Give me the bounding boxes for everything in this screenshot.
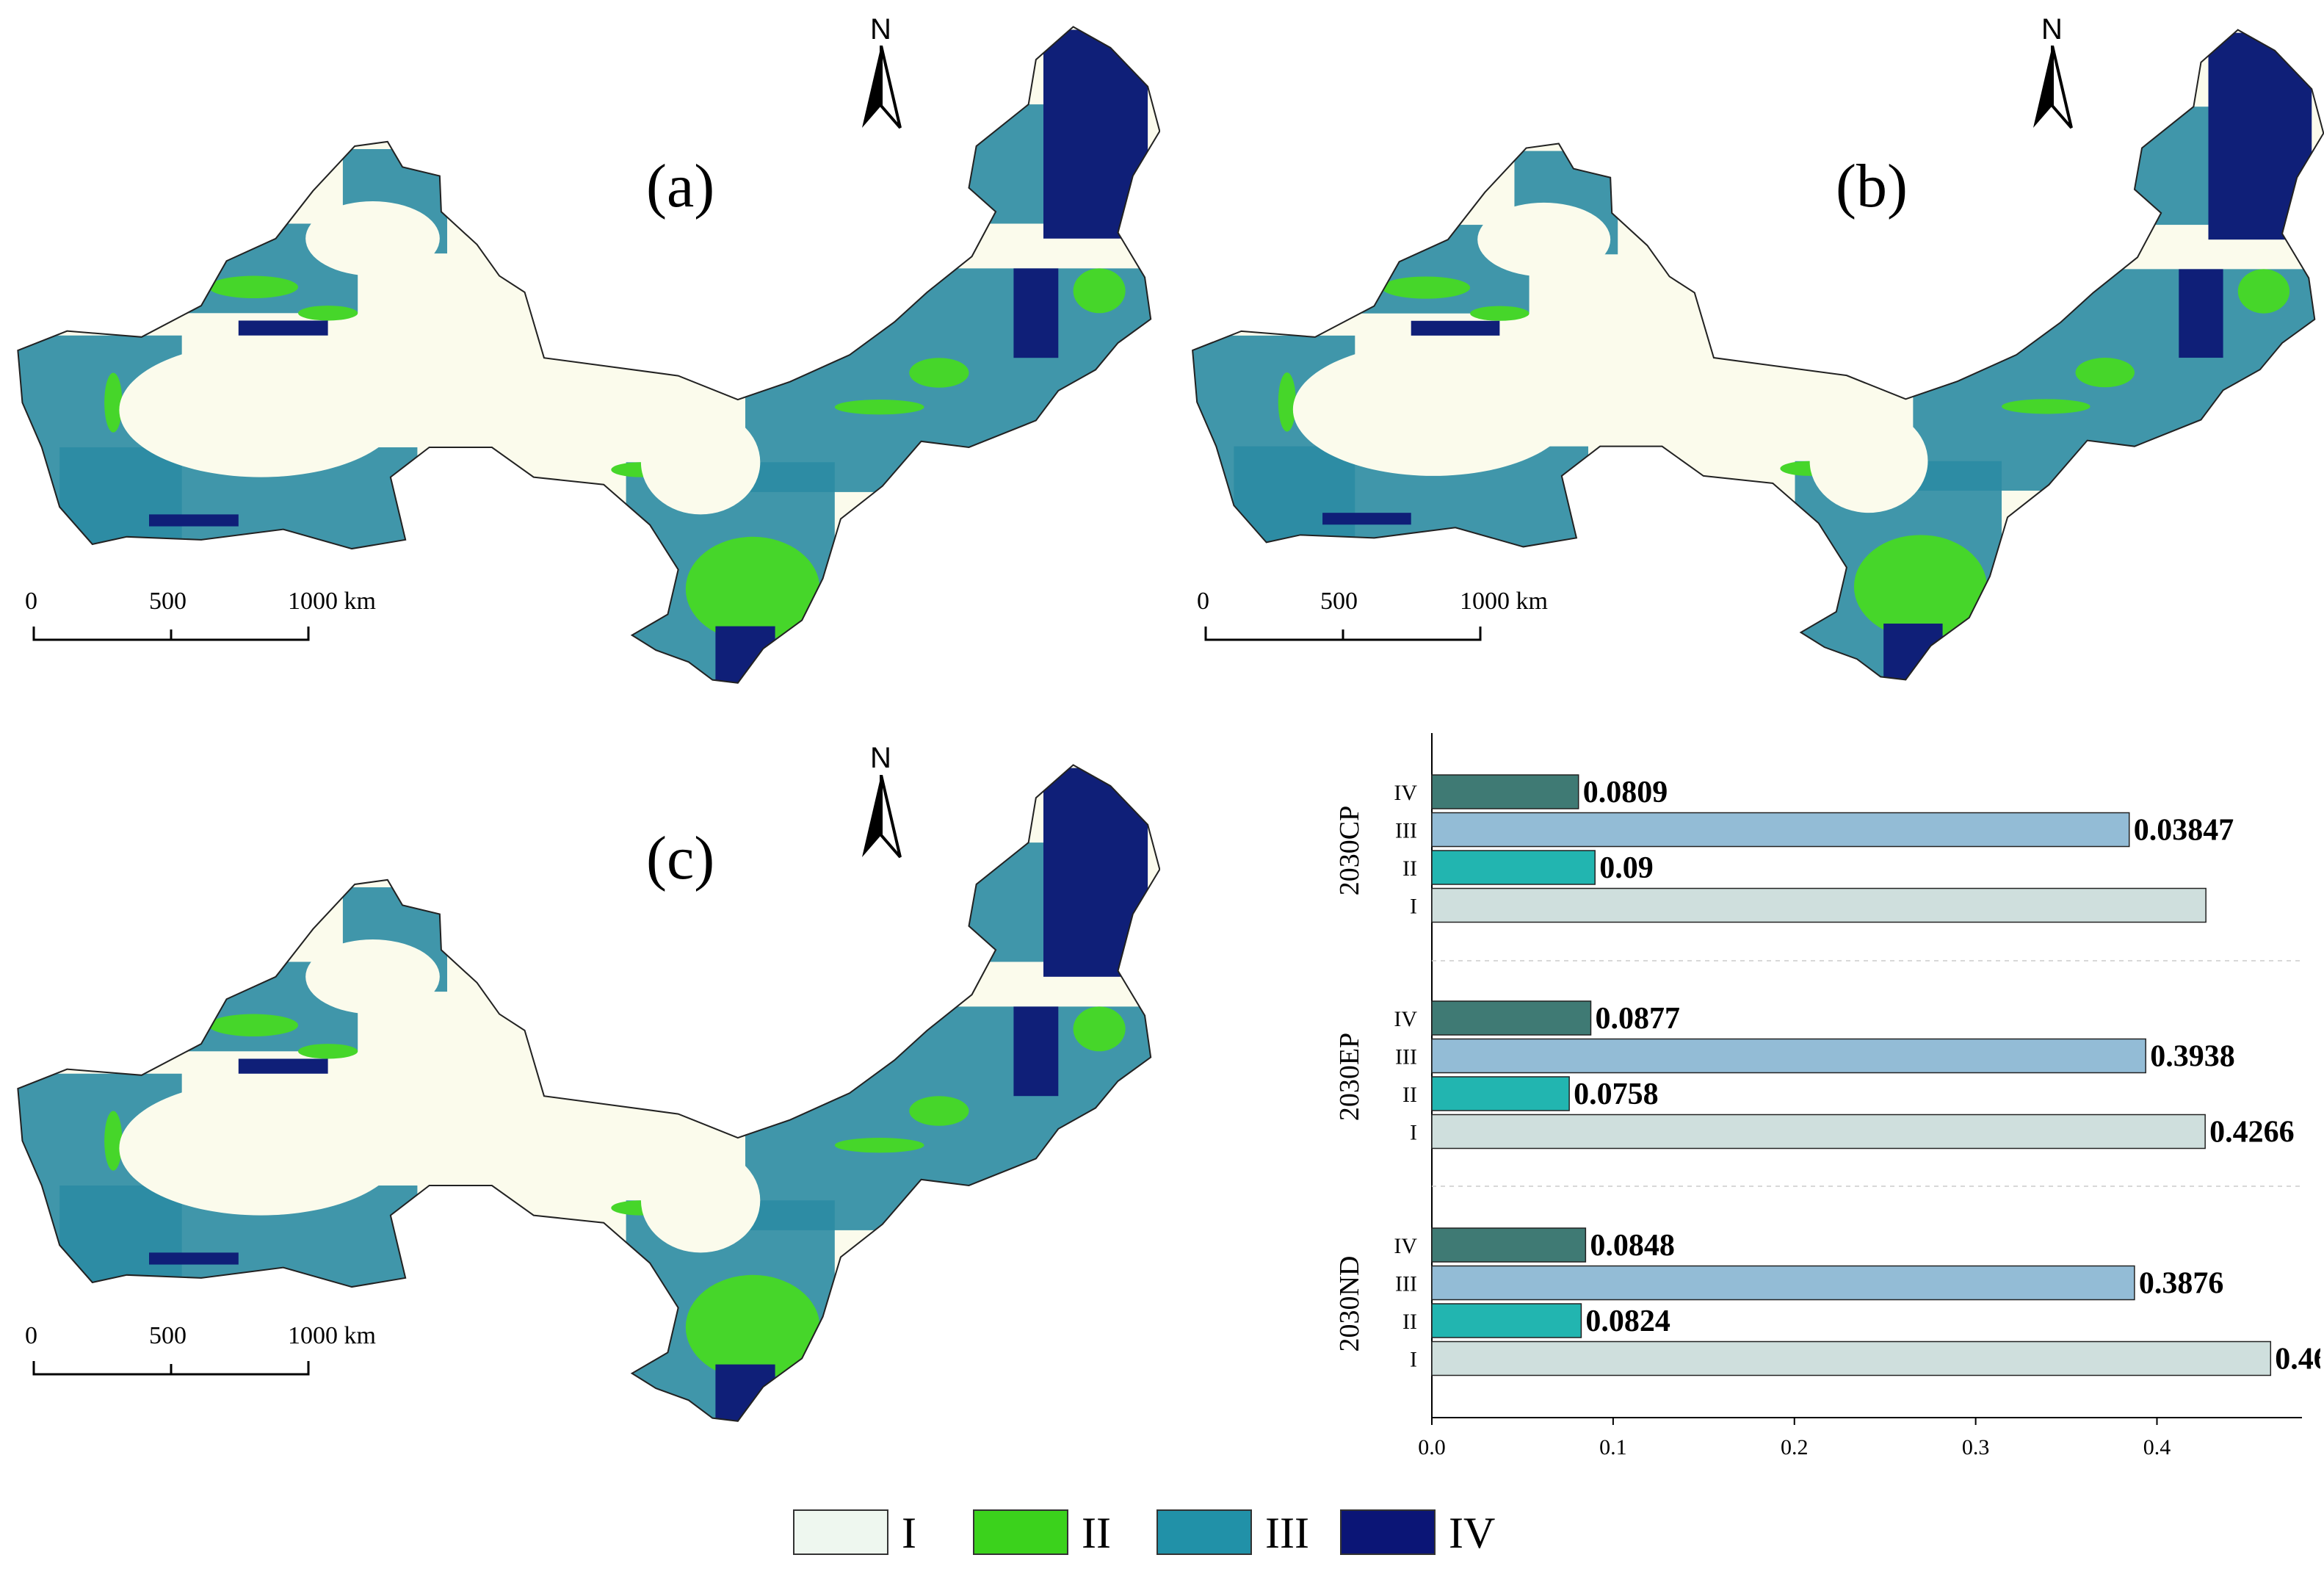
x-tick-label: 0.2: [1781, 1435, 1809, 1459]
bar: [1431, 1265, 2135, 1301]
legend: I II III IV: [793, 1506, 1527, 1565]
bar: [1431, 1000, 1592, 1036]
bar: [1431, 774, 1579, 809]
scale-tick-0: 0: [25, 1322, 37, 1349]
north-label: N: [870, 742, 891, 774]
category-label: II: [1402, 1083, 1417, 1107]
category-label: IV: [1394, 1234, 1417, 1258]
region-map-a: [17, 26, 1160, 684]
legend-label-i: I: [902, 1509, 916, 1557]
x-tick-label: 0.3: [1962, 1435, 1990, 1459]
category-label: II: [1402, 1310, 1417, 1334]
region-map-shape: [17, 26, 1160, 684]
category-label: I: [1410, 895, 1417, 919]
legend-swatch-iv: [1340, 1509, 1436, 1555]
bar-value-label: 0.0824: [1585, 1304, 1670, 1338]
category-label: IV: [1394, 781, 1417, 805]
legend-label-iv: IV: [1449, 1509, 1496, 1557]
scale-bar: [32, 1361, 310, 1376]
bar-value-label: 0.0809: [1583, 776, 1668, 809]
bar-value-label: 0.03847: [2134, 814, 2234, 848]
group-label: 2030CP: [1334, 806, 1365, 895]
map-panel-a: (a) N 0 500 1000 km: [0, 0, 1160, 690]
north-arrow-icon: [862, 775, 902, 859]
scale-tick-500: 500: [1320, 588, 1358, 615]
scale-tick-0: 0: [25, 588, 37, 615]
bar: [1431, 1114, 2206, 1150]
bar: [1431, 812, 2130, 848]
group-label: 2030ND: [1334, 1256, 1365, 1352]
map-panel-b: (b) N 0 500 1000 km: [1175, 0, 2324, 690]
north-arrow-icon: [2033, 46, 2073, 129]
bar-value-label: 0.0848: [1590, 1229, 1675, 1263]
bar-value-label: 0.4627: [2275, 1343, 2320, 1376]
bar-value-label: 0.09: [1599, 851, 1654, 885]
bar: [1431, 887, 2207, 923]
category-label: I: [1410, 1348, 1417, 1372]
bar: [1431, 1340, 2272, 1376]
north-label: N: [2041, 13, 2063, 46]
legend-label-ii: II: [1082, 1509, 1111, 1557]
bar: [1431, 1076, 1570, 1111]
legend-swatch-iii: [1156, 1509, 1252, 1555]
panel-label-b: (b): [1836, 152, 1908, 220]
category-label: IV: [1394, 1007, 1417, 1031]
region-map-b: [1192, 29, 2324, 681]
panel-label-c: (c): [646, 824, 715, 892]
scale-bar: [1204, 627, 1482, 641]
scale-tick-1000: 1000 km: [1460, 588, 1548, 615]
region-map-c: [17, 764, 1160, 1422]
scale-tick-500: 500: [149, 1322, 187, 1349]
x-tick-label: 0.1: [1599, 1435, 1627, 1459]
bar: [1431, 1303, 1582, 1338]
category-label: II: [1402, 856, 1417, 881]
group-label: 2030EP: [1334, 1033, 1365, 1121]
bar: [1431, 1038, 2146, 1074]
bar-value-label: 0.4266: [2209, 1116, 2295, 1150]
category-label: III: [1395, 1045, 1417, 1069]
legend-swatch-ii: [973, 1509, 1068, 1555]
category-label: I: [1410, 1121, 1417, 1145]
x-tick-label: 0.4: [2143, 1435, 2171, 1459]
category-label: III: [1395, 1272, 1417, 1296]
bar: [1431, 850, 1596, 885]
map-panel-c: (c) N 0 500 1000 km: [0, 735, 1160, 1432]
north-label: N: [870, 13, 891, 46]
bar-value-label: 0.0758: [1574, 1078, 1659, 1111]
scale-tick-500: 500: [149, 588, 187, 615]
map-fill: [17, 26, 1160, 684]
bar-value-label: 0.3876: [2139, 1267, 2224, 1301]
panel-label-a: (a): [646, 152, 715, 220]
bar: [1431, 1227, 1587, 1263]
scale-tick-1000: 1000 km: [288, 1322, 376, 1349]
scale-tick-0: 0: [1197, 588, 1209, 615]
scale-tick-1000: 1000 km: [288, 588, 376, 615]
x-tick-label: 0.0: [1418, 1435, 1446, 1459]
category-label: III: [1395, 819, 1417, 843]
legend-swatch-i: [793, 1509, 888, 1555]
bar-value-label: 0.0877: [1596, 1002, 1681, 1036]
bar-chart-panel: 0.0 0.1 0.2 0.3 0.4 2030CP IV 0.0809 III 0.03847 I…: [1278, 727, 2324, 1506]
bar-value-label: 0.3938: [2150, 1040, 2235, 1074]
legend-label-iii: III: [1265, 1509, 1309, 1557]
north-arrow-icon: [862, 46, 902, 129]
scale-bar: [32, 627, 310, 641]
